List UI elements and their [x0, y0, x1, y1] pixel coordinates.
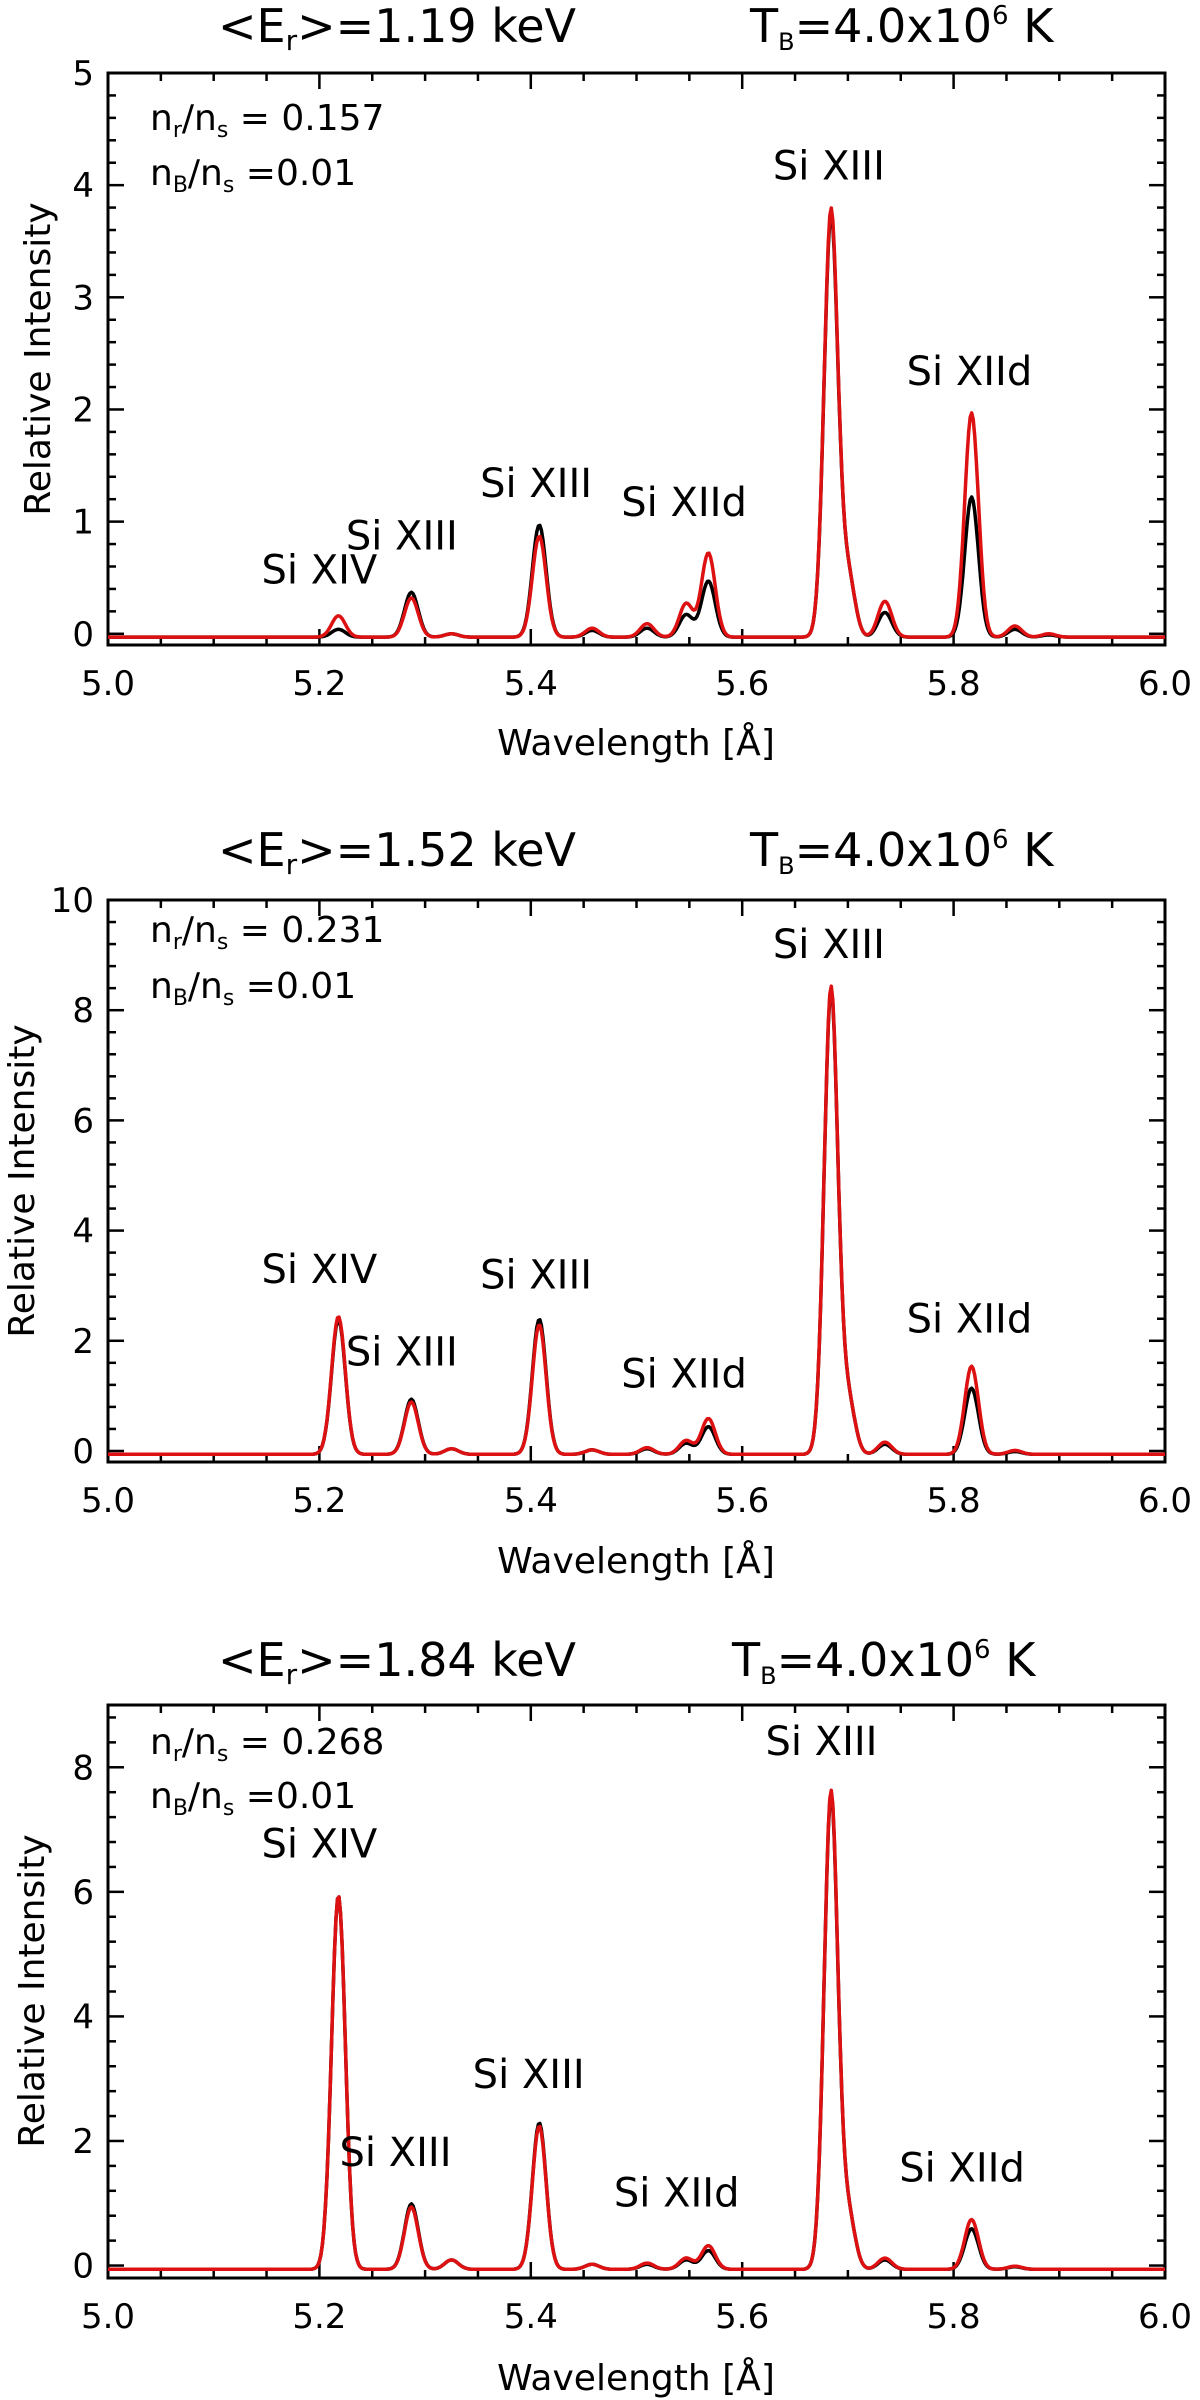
- panel-3-y-tick-label: 4: [72, 1997, 94, 2037]
- panel-1-peak-label: Si XIII: [773, 144, 885, 190]
- panel-1-x-tick-label: 5.6: [715, 664, 769, 704]
- panel-3-peak-label: Si XIId: [899, 2145, 1025, 2191]
- panel-2-x-tick-label: 5.2: [292, 1481, 346, 1521]
- panel-1-y-tick-label: 5: [72, 54, 94, 94]
- panel-3-peak-label: Si XIII: [765, 1719, 877, 1765]
- panel-2-peak-label: Si XIId: [907, 1297, 1033, 1343]
- panel-1-y-tick-label: 1: [72, 503, 94, 543]
- panel-3-title-energy: <Er>=1.84 keV: [218, 1633, 577, 1691]
- panel-2-x-tick-label: 5.6: [715, 1481, 769, 1521]
- panel-2-peak-label: Si XIII: [773, 922, 885, 968]
- panel-1-y-tick-label: 2: [72, 390, 94, 430]
- panel-3-title-temperature: TB=4.0x106 K: [731, 1633, 1037, 1690]
- panel-3-y-axis-label: Relative Intensity: [12, 1834, 53, 2147]
- panel-2: <Er>=1.52 keV TB=4.0x106 K nr/ns = 0.231…: [2, 823, 1192, 1582]
- panel-3-x-tick-label: 5.2: [292, 2297, 346, 2337]
- panel-3-y-tick-label: 0: [72, 2247, 94, 2287]
- panel-2-y-tick-label: 6: [72, 1101, 94, 1141]
- panel-1-x-tick-label: 5.4: [504, 664, 558, 704]
- panel-3-nr-ns-annotation: nr/ns = 0.268: [150, 1722, 384, 1767]
- panel-3-peak-label: Si XIV: [262, 1822, 378, 1868]
- panel-3-y-tick-label: 6: [72, 1873, 94, 1913]
- panel-1-peak-label: Si XIV: [262, 547, 378, 593]
- panel-3-y-tick-label: 2: [72, 2122, 94, 2162]
- panel-2-x-tick-label: 5.4: [504, 1481, 558, 1521]
- panel-1-x-axis-label: Wavelength [Å]: [497, 721, 775, 764]
- panel-3-x-tick-label: 5.4: [504, 2297, 558, 2337]
- panel-1-nr-ns-annotation: nr/ns = 0.157: [150, 98, 384, 143]
- panel-1-title-temperature: TB=4.0x106 K: [749, 0, 1055, 56]
- panel-2-y-tick-label: 0: [72, 1432, 94, 1472]
- panel-3-series-red: [107, 1788, 1166, 2272]
- panel-3-y-tick-label: 8: [72, 1748, 94, 1788]
- panel-2-x-tick-label: 6.0: [1138, 1481, 1192, 1521]
- panel-1-y-tick-label: 0: [72, 615, 94, 655]
- panel-1-x-tick-label: 5.0: [81, 664, 135, 704]
- panel-2-nr-ns-annotation: nr/ns = 0.231: [150, 910, 384, 955]
- panel-2-y-tick-label: 8: [72, 991, 94, 1031]
- panel-2-y-tick-label: 4: [72, 1212, 94, 1252]
- panel-3-x-axis-label: Wavelength [Å]: [497, 2356, 775, 2399]
- panel-1-peak-label: Si XIII: [346, 514, 458, 560]
- panel-2-title-energy: <Er>=1.52 keV: [218, 823, 577, 881]
- panel-2-x-axis-label: Wavelength [Å]: [497, 1539, 775, 1582]
- panel-2-nb-ns-annotation: nB/ns =0.01: [150, 966, 356, 1011]
- panel-1-x-tick-label: 5.8: [927, 664, 981, 704]
- panel-3-peak-label: Si XIII: [473, 2052, 585, 2098]
- panel-2-series-red: [107, 984, 1166, 1457]
- panel-3-x-tick-label: 5.6: [715, 2297, 769, 2337]
- panel-1-peak-label: Si XIId: [907, 349, 1033, 395]
- panel-3-x-tick-label: 6.0: [1138, 2297, 1192, 2337]
- panel-3-x-tick-label: 5.0: [81, 2297, 135, 2337]
- panel-2-title-temperature: TB=4.0x106 K: [749, 823, 1055, 880]
- panel-1-y-tick-label: 4: [72, 166, 94, 206]
- panel-2-peak-label: Si XIId: [621, 1352, 747, 1398]
- panel-1-y-tick-label: 3: [72, 278, 94, 318]
- panel-2-peak-label: Si XIII: [346, 1330, 458, 1376]
- panel-2-peak-label: Si XIII: [480, 1252, 592, 1298]
- panel-2-x-tick-label: 5.0: [81, 1481, 135, 1521]
- panel-2-y-tick-label: 10: [51, 881, 94, 921]
- panel-3-peak-label: Si XIId: [614, 2170, 740, 2216]
- panel-1-nb-ns-annotation: nB/ns =0.01: [150, 153, 356, 198]
- panel-1-peak-label: Si XIId: [621, 480, 747, 526]
- panel-3-nb-ns-annotation: nB/ns =0.01: [150, 1776, 356, 1821]
- panel-1-title-energy: <Er>=1.19 keV: [218, 0, 577, 57]
- panel-1-x-tick-label: 6.0: [1138, 664, 1192, 704]
- panel-2-y-axis-label: Relative Intensity: [2, 1024, 43, 1337]
- panel-2-x-tick-label: 5.8: [927, 1481, 981, 1521]
- panel-3-x-tick-label: 5.8: [927, 2297, 981, 2337]
- panel-3-peak-label: Si XIII: [339, 2130, 451, 2176]
- panel-2-y-tick-label: 2: [72, 1322, 94, 1362]
- panel-2-peak-label: Si XIV: [262, 1247, 378, 1293]
- panel-3: <Er>=1.84 keV TB=4.0x106 K nr/ns = 0.268…: [12, 1633, 1192, 2399]
- panel-1: <Er>=1.19 keV TB=4.0x106 K nr/ns = 0.157…: [18, 0, 1192, 764]
- panel-1-peak-label: Si XIII: [480, 461, 592, 507]
- panel-1-x-tick-label: 5.2: [292, 664, 346, 704]
- panel-1-series-red: [107, 206, 1166, 639]
- panel-1-y-axis-label: Relative Intensity: [18, 202, 59, 515]
